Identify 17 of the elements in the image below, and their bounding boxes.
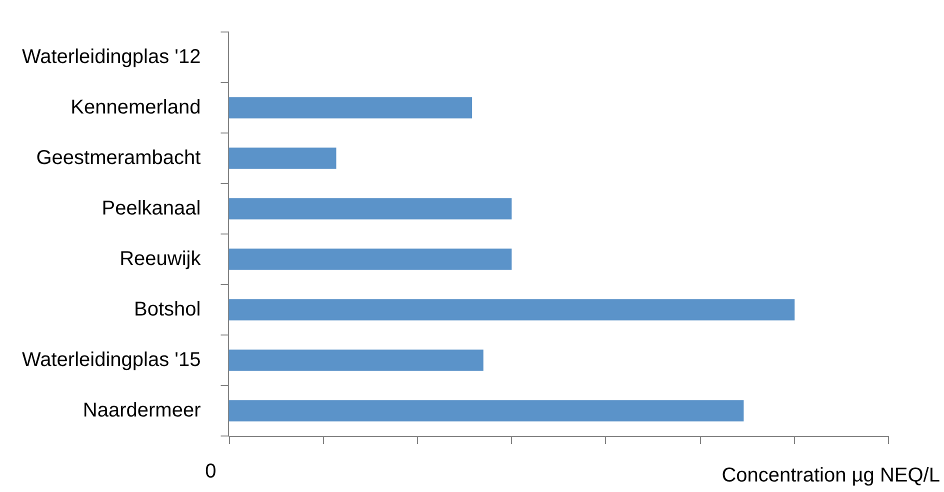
bar	[228, 350, 484, 371]
y-tick-label: Waterleidingplas '15	[22, 348, 201, 371]
bar	[228, 198, 512, 220]
bar	[228, 299, 795, 320]
bar	[228, 148, 336, 169]
y-tick-label: Kennemerland	[70, 96, 201, 118]
y-tick-label: Naardermeer	[82, 399, 202, 422]
bar	[228, 248, 512, 270]
x-axis-title: Concentration µg NEQ/L	[722, 464, 940, 487]
bar	[228, 97, 472, 118]
y-tick-label: Peelkanaal	[102, 197, 201, 220]
y-tick-label: Geestmerambacht	[36, 146, 202, 169]
y-tick-label: Waterleidingplas '12	[22, 46, 201, 68]
y-tick-label: Botshol	[134, 298, 201, 320]
bar	[228, 400, 744, 422]
text: 0	[205, 460, 216, 483]
y-tick-label: Reeuwijk	[120, 248, 202, 270]
